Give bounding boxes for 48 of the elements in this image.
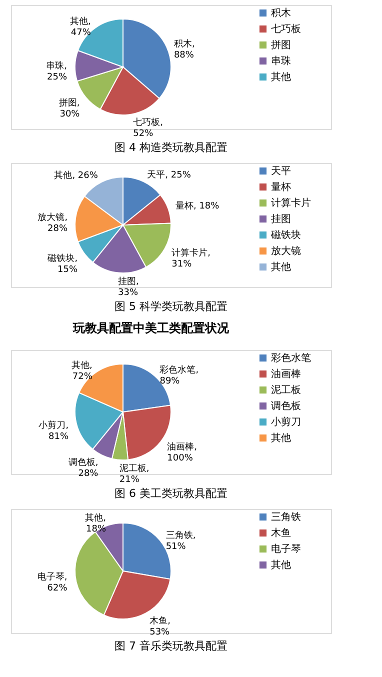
data-label: 计算卡片, 31%: [172, 248, 211, 270]
data-label: 七巧板, 52%: [133, 117, 163, 140]
data-label: 量杯, 18%: [175, 200, 220, 212]
legend-label: 拼图: [271, 39, 291, 51]
text: 图 5 科学类玩教具配置: [114, 300, 228, 313]
data-label: 其他, 72%: [72, 360, 93, 382]
legend-label: 电子琴: [271, 543, 301, 555]
legend-label: 彩色水笔: [271, 352, 311, 364]
legend-label: 其他: [271, 261, 291, 273]
text: 图 4 构造类玩教具配置: [114, 141, 228, 154]
data-label: 积木, 88%: [174, 38, 195, 61]
text: 玩教具配置中美工类配置状况: [72, 321, 230, 335]
legend-label: 小剪刀: [271, 416, 301, 428]
data-label: 天平, 25%: [147, 169, 192, 180]
data-label: 电子琴, 62%: [37, 572, 68, 594]
data-label: 油画棒, 100%: [167, 441, 198, 464]
legend-label: 木鱼: [271, 527, 291, 539]
data-label: 磁铁块, 15%: [46, 252, 78, 275]
data-label: 其他, 26%: [54, 170, 98, 181]
legend-label: 磁铁块: [270, 229, 301, 241]
data-label: 泥工板, 21%: [119, 462, 150, 485]
legend-label: 七巧板: [271, 23, 301, 35]
text: 图 7 音乐类玩教具配置: [114, 639, 228, 652]
legend-label: 泥工板: [271, 384, 301, 396]
data-label: 彩色水笔, 89%: [160, 364, 199, 387]
text: 图 6 美工类玩教具配置: [114, 486, 228, 500]
legend-label: 天平: [271, 166, 291, 177]
legend-label: 其他: [271, 432, 291, 444]
data-label: 小剪刀, 81%: [38, 420, 69, 442]
data-label: 其他, 47%: [70, 16, 92, 38]
data-label: 调色板, 28%: [68, 457, 99, 480]
legend-label: 其他: [271, 71, 291, 83]
legend-label: 放大镜: [271, 245, 301, 257]
data-label: 挂图, 33%: [118, 276, 139, 298]
data-label: 拼图, 30%: [58, 98, 80, 120]
legend-label: 积木: [271, 7, 291, 19]
legend-label: 其他: [271, 559, 291, 571]
legend-label: 串珠: [271, 55, 291, 67]
data-label: 木鱼, 53%: [150, 615, 170, 638]
legend-label: 挂图: [271, 213, 291, 225]
legend-label: 调色板: [271, 400, 301, 412]
legend-label: 计算卡片: [271, 197, 311, 209]
legend-label: 油画棒: [271, 368, 301, 380]
legend-label: 三角铁: [271, 511, 301, 523]
data-label: 三角铁, 51%: [166, 530, 196, 552]
data-label: 串珠, 25%: [46, 60, 68, 83]
legend-label: 量杯: [271, 181, 291, 193]
data-label: 放大镜, 28%: [38, 212, 68, 234]
